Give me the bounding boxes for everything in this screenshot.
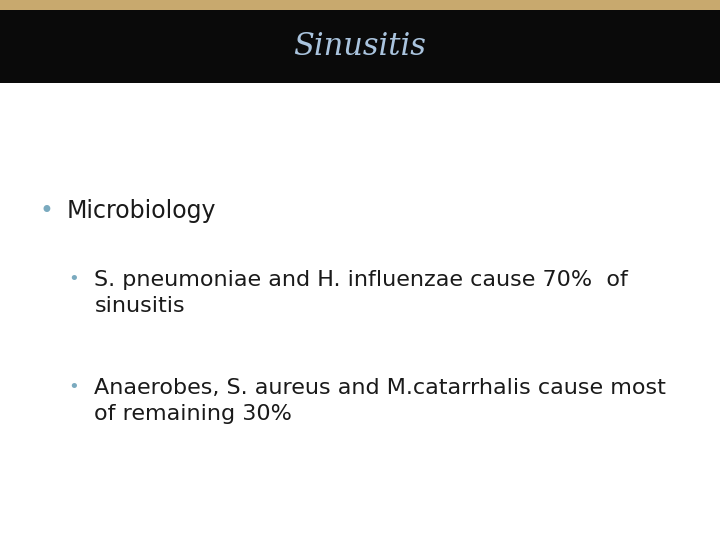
Text: •: • — [68, 270, 79, 288]
Text: •: • — [68, 378, 79, 396]
Text: •: • — [40, 199, 53, 222]
Text: Anaerobes, S. aureus and M.catarrhalis cause most
of remaining 30%: Anaerobes, S. aureus and M.catarrhalis c… — [94, 378, 666, 423]
Text: Sinusitis: Sinusitis — [294, 31, 426, 62]
Text: Microbiology: Microbiology — [67, 199, 217, 222]
Text: S. pneumoniae and H. influenzae cause 70%  of
sinusitis: S. pneumoniae and H. influenzae cause 70… — [94, 270, 628, 315]
